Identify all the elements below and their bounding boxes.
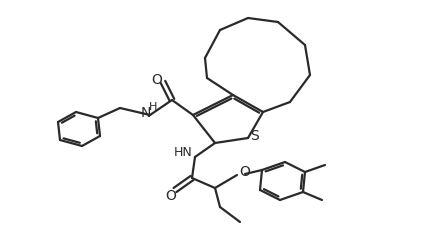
Text: S: S	[250, 129, 259, 143]
Text: HN: HN	[173, 146, 192, 159]
Text: H: H	[148, 102, 157, 112]
Text: O: O	[165, 189, 176, 203]
Text: N: N	[141, 106, 151, 120]
Text: O: O	[151, 73, 162, 87]
Text: O: O	[239, 165, 250, 179]
